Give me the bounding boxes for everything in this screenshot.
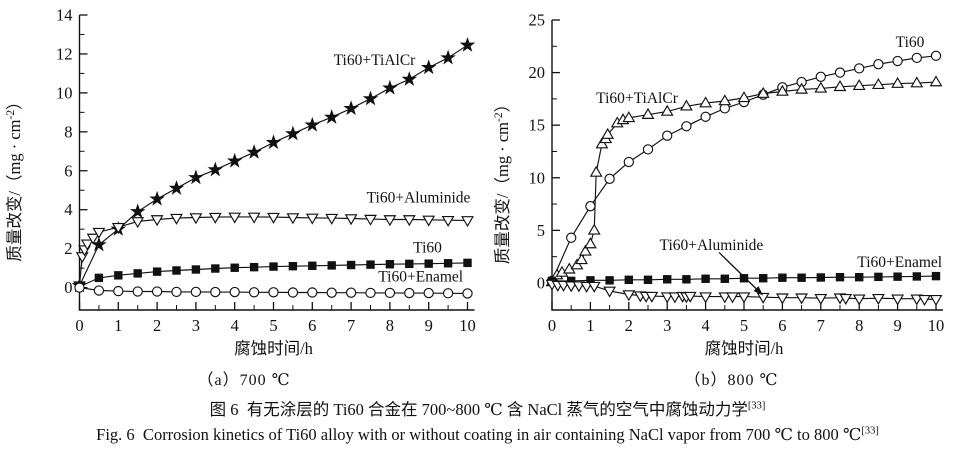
svg-text:10: 10 <box>459 316 476 335</box>
svg-text:腐蚀时间/h: 腐蚀时间/h <box>705 339 785 358</box>
svg-text:10: 10 <box>56 83 73 102</box>
svg-text:7: 7 <box>347 316 355 335</box>
svg-text:8: 8 <box>386 316 394 335</box>
svg-text:Ti60+TiAlCr: Ti60+TiAlCr <box>334 52 417 69</box>
svg-text:2: 2 <box>153 316 161 335</box>
svg-text:Ti60+TiAlCr: Ti60+TiAlCr <box>596 90 679 107</box>
svg-text:Ti60+Enamel: Ti60+Enamel <box>857 254 942 271</box>
svg-text:2: 2 <box>64 239 72 258</box>
svg-text:12: 12 <box>56 44 73 63</box>
subcaption-b: （b）800 ℃ <box>684 372 779 389</box>
charts-row: 0 2 4 6 8 10 12 14 0 1 2 3 4 5 6 7 8 9 10 腐蚀时间/h 质量改变/（mg · … <box>0 0 975 390</box>
svg-text:6: 6 <box>64 161 72 180</box>
svg-text:6: 6 <box>778 316 786 335</box>
svg-text:质量改变/（mg · cm-2）: 质量改变/（mg · cm-2） <box>5 93 24 261</box>
svg-text:质量改变/（mg · cm-2）: 质量改变/（mg · cm-2） <box>493 96 512 264</box>
svg-text:5: 5 <box>740 316 748 335</box>
svg-text:6: 6 <box>308 316 316 335</box>
svg-text:10: 10 <box>928 316 945 335</box>
chart-800c: 0 5 10 15 20 25 0 1 2 3 4 5 6 7 8 9 10 腐蚀时间/h 质量改变/（mg · c… <box>493 11 945 359</box>
svg-text:25: 25 <box>529 11 546 30</box>
svg-text:8: 8 <box>855 316 863 335</box>
caption-en-reference: [33] <box>861 425 879 437</box>
svg-text:14: 14 <box>56 6 73 25</box>
figure-caption-en: Fig. 6 Corrosion kinetics of Ti60 alloy … <box>0 425 975 445</box>
svg-text:Ti60+Aluminide: Ti60+Aluminide <box>367 190 471 207</box>
svg-text:4: 4 <box>231 316 239 335</box>
subcaption-a: （a）700 ℃ <box>197 372 291 389</box>
svg-text:9: 9 <box>425 316 433 335</box>
svg-text:15: 15 <box>529 116 546 135</box>
svg-text:2: 2 <box>625 316 633 335</box>
caption-en-text: Fig. 6 Corrosion kinetics of Ti60 alloy … <box>96 425 862 444</box>
svg-text:0: 0 <box>537 273 545 292</box>
svg-text:0: 0 <box>548 316 556 335</box>
svg-text:4: 4 <box>64 200 72 219</box>
svg-text:10: 10 <box>529 168 546 187</box>
caption-zh-text: 图 6 有无涂层的 Ti60 合金在 700~800 ℃ 含 NaCl 蒸气的空… <box>209 400 748 419</box>
figure-caption-zh: 图 6 有无涂层的 Ti60 合金在 700~800 ℃ 含 NaCl 蒸气的空… <box>0 396 975 420</box>
svg-text:9: 9 <box>893 316 901 335</box>
svg-text:Ti60+Aluminide: Ti60+Aluminide <box>660 237 764 254</box>
svg-text:0: 0 <box>64 278 72 297</box>
svg-text:0: 0 <box>75 316 83 335</box>
svg-text:腐蚀时间/h: 腐蚀时间/h <box>234 339 314 358</box>
svg-text:Ti60: Ti60 <box>413 240 442 257</box>
chart-block-b: 0 5 10 15 20 25 0 1 2 3 4 5 6 7 8 9 10 腐蚀时间/h 质量改变/（mg · c… <box>488 0 975 390</box>
svg-text:5: 5 <box>537 221 545 240</box>
chart-block-a: 0 2 4 6 8 10 12 14 0 1 2 3 4 5 6 7 8 9 10 腐蚀时间/h 质量改变/（mg · … <box>0 0 488 390</box>
caption-zh-reference: [33] <box>747 400 766 412</box>
svg-text:7: 7 <box>817 316 825 335</box>
svg-text:Ti60: Ti60 <box>896 34 925 51</box>
svg-text:1: 1 <box>586 316 594 335</box>
svg-text:1: 1 <box>114 316 122 335</box>
svg-text:8: 8 <box>64 122 72 141</box>
svg-text:20: 20 <box>529 63 546 82</box>
svg-text:5: 5 <box>269 316 277 335</box>
svg-text:Ti60+Enamel: Ti60+Enamel <box>378 269 463 286</box>
svg-text:3: 3 <box>663 316 671 335</box>
svg-text:4: 4 <box>701 316 709 335</box>
svg-text:3: 3 <box>192 316 200 335</box>
